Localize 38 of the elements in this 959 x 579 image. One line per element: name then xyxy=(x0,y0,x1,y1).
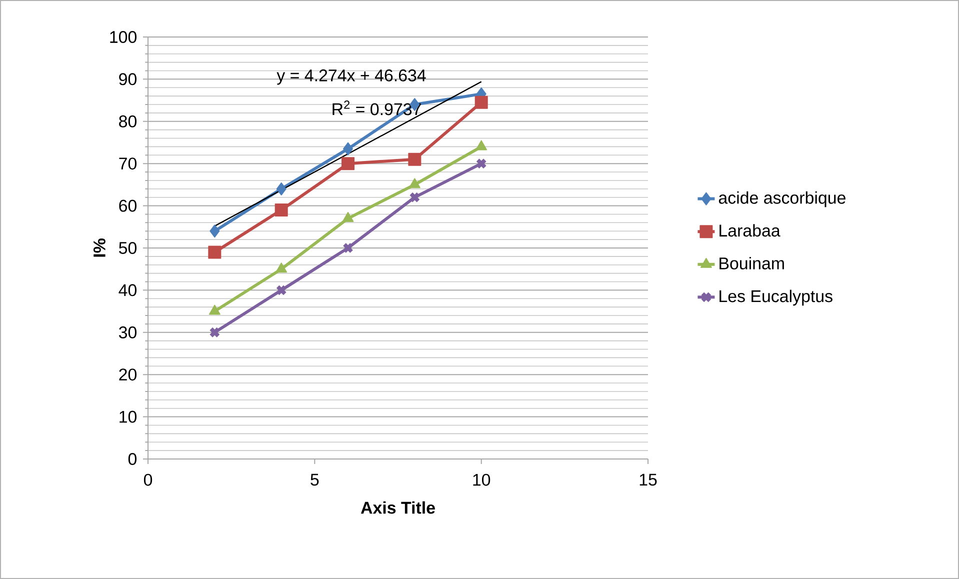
point xyxy=(276,182,286,196)
x-tick-label: 10 xyxy=(473,474,490,486)
y-tick-label: 80 xyxy=(119,115,137,128)
y-tick-label: 70 xyxy=(119,158,137,170)
y-tick-label: 100 xyxy=(110,30,137,43)
point xyxy=(408,152,422,166)
point xyxy=(208,246,222,259)
point xyxy=(342,212,354,222)
point xyxy=(476,140,488,150)
legend-label: Les Eucalyptus xyxy=(720,290,832,306)
y-tick-label: 20 xyxy=(119,368,137,381)
x-tick-label: 0 xyxy=(144,474,152,486)
legend-label: Larabaa xyxy=(720,224,780,237)
point xyxy=(342,242,354,254)
y-tick-label: 10 xyxy=(120,410,137,423)
x-tick-label: 5 xyxy=(310,474,319,486)
x-axis-title: Axis Title xyxy=(360,501,435,514)
point xyxy=(342,157,355,170)
point xyxy=(343,142,354,156)
x-tick-label: 15 xyxy=(640,474,657,486)
y-tick-label: 0 xyxy=(128,452,137,465)
annotation: y = 4.274x + 46.634 xyxy=(276,69,426,85)
legend-label: acide ascorbique xyxy=(718,191,846,208)
point xyxy=(210,224,220,238)
y-tick-label: 30 xyxy=(118,326,137,338)
point xyxy=(409,192,420,203)
point xyxy=(276,284,287,296)
point xyxy=(274,204,288,217)
point xyxy=(408,178,420,188)
point xyxy=(208,304,220,315)
y-tick-label: 90 xyxy=(119,73,137,86)
point xyxy=(474,96,488,109)
legend-label: Bouinam xyxy=(720,256,784,270)
y-axis-title: I% xyxy=(94,238,106,257)
y-tick-label: 40 xyxy=(118,284,137,296)
y-tick-label: 50 xyxy=(119,242,137,254)
point xyxy=(276,262,288,273)
y-tick-label: 60 xyxy=(119,200,137,212)
